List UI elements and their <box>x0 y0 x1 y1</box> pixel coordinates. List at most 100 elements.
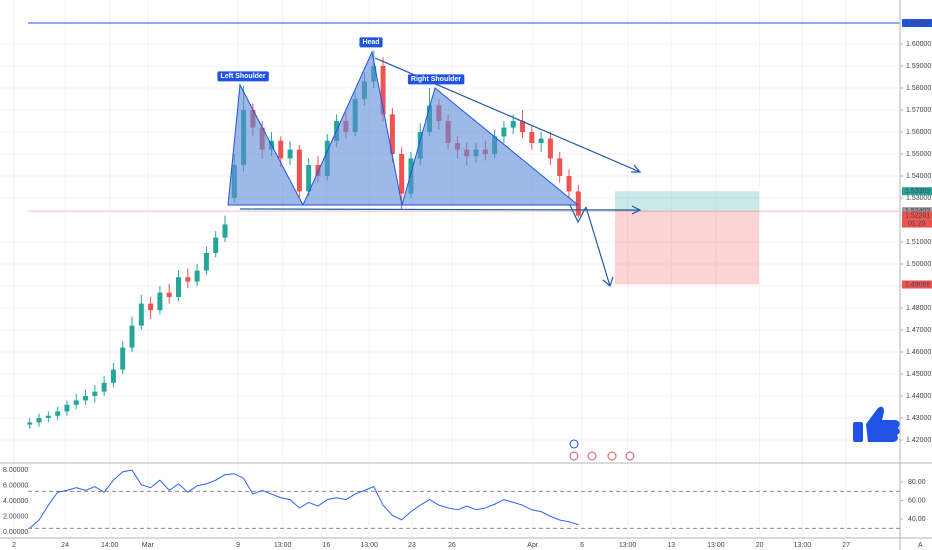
candle-body <box>538 138 544 143</box>
y-tick-label: 1.47000 <box>906 327 931 334</box>
candle-body <box>389 114 395 154</box>
x-tick-label: 27 <box>842 542 850 549</box>
x-tick-label: Mar <box>142 542 155 549</box>
y-tick-label: 1.57000 <box>906 107 931 114</box>
y-tick-label: 1.51000 <box>906 239 931 246</box>
countdown: 01:29 <box>908 220 926 227</box>
icon-part <box>853 422 863 442</box>
candle-body <box>557 158 563 176</box>
y-tick-label: 1.60000 <box>906 41 931 48</box>
candle-body <box>55 411 61 416</box>
y-tick-label: 1.53000 <box>906 195 931 202</box>
indicator-left-tick-label: 8.00000 <box>3 467 28 474</box>
y-tick-label: 1.50000 <box>906 261 931 268</box>
countdown-bg <box>902 219 932 228</box>
y-tick-label: 1.58000 <box>906 85 931 92</box>
price-label-bg <box>902 211 932 220</box>
candle-body <box>510 121 516 128</box>
price-label: 1.53309 <box>905 188 930 195</box>
event-icon <box>607 451 617 461</box>
candle-body <box>45 415 51 418</box>
y-tick-label: 1.54000 <box>906 173 931 180</box>
candle-body <box>176 277 182 297</box>
candle-body <box>399 154 405 194</box>
event-icons <box>569 439 635 461</box>
candle-body <box>73 400 79 405</box>
candle-body <box>148 303 154 311</box>
candle-body <box>296 149 302 192</box>
candle-body <box>520 121 526 132</box>
x-tick-label: 13:00 <box>619 542 637 549</box>
indicator-left-tick-label: 4.00000 <box>3 498 28 505</box>
indicator-tick-label: 40.00 <box>908 516 926 523</box>
x-tick-label: 20 <box>756 542 764 549</box>
x-tick-label: 13 <box>667 542 675 549</box>
candle-body <box>185 277 191 282</box>
price-label-bg <box>902 187 932 196</box>
candle-body <box>101 382 107 392</box>
candle-body <box>529 132 535 143</box>
y-tick-label: 1.59000 <box>906 63 931 70</box>
y-tick-label: 1.44000 <box>906 393 931 400</box>
arrow-path <box>569 204 587 224</box>
indicator-left-tick-label: 0.00000 <box>3 529 28 536</box>
y-tick-label: 1.42000 <box>906 437 931 444</box>
candle-body <box>194 270 200 282</box>
candle-body <box>380 66 386 115</box>
price-label-bg <box>902 207 932 216</box>
pattern-label: Right Shoulder <box>411 76 461 83</box>
pattern-label: Left Shoulder <box>220 73 265 80</box>
price-label-bg <box>902 19 932 28</box>
x-tick-label: 13:00 <box>274 542 292 549</box>
candle-body <box>315 165 321 176</box>
corner-label: A <box>918 542 923 549</box>
left-shoulder-shape <box>227 83 304 206</box>
event-icon <box>569 439 579 449</box>
indicator-left-tick-label: 2.00000 <box>3 513 28 520</box>
head-shape <box>302 50 403 206</box>
indicator-line <box>29 469 579 529</box>
x-tick-label: 13:00 <box>794 542 812 549</box>
head-and-shoulders-pattern <box>227 50 580 206</box>
target-zone <box>615 191 759 212</box>
price-label: 1.52402 <box>905 208 930 215</box>
pattern-label-bg <box>217 71 269 82</box>
x-tick-label: 23 <box>408 542 416 549</box>
candle-body <box>566 176 572 192</box>
stop-zone <box>615 211 759 285</box>
pattern-label: Head <box>362 39 379 46</box>
price-label: 1.52201 <box>905 212 930 219</box>
arrow-path <box>585 206 611 287</box>
y-tick-label: 1.48000 <box>906 305 931 312</box>
x-tick-label: 14:00 <box>101 542 119 549</box>
drawings <box>239 57 642 288</box>
candle-body <box>203 253 209 271</box>
x-tick-label: 16 <box>322 542 330 549</box>
candle-body <box>222 224 228 238</box>
y-tick-label: 1.56000 <box>906 129 931 136</box>
candle-body <box>27 422 33 425</box>
y-tick-label: 1.45000 <box>906 371 931 378</box>
candle-body <box>306 165 312 192</box>
pattern-label-bg <box>407 74 465 85</box>
candle-body <box>138 303 144 326</box>
indicator-left-tick-label: 6.00000 <box>3 482 28 489</box>
candle-body <box>129 325 135 348</box>
y-tick-label: 1.55000 <box>906 151 931 158</box>
thumbs-up-icon <box>853 406 900 442</box>
icon-part <box>866 406 900 442</box>
neckline <box>239 208 641 211</box>
arrow-head <box>631 205 642 215</box>
indicator-tick-label: 80.00 <box>908 479 926 486</box>
candle-body <box>575 191 581 216</box>
event-icon <box>569 451 579 461</box>
candle-body <box>213 237 219 253</box>
y-tick-label: 1.46000 <box>906 349 931 356</box>
arrow-head <box>602 276 614 288</box>
candle-body <box>120 347 126 370</box>
y-tick-label: 1.43000 <box>906 415 931 422</box>
candle-body <box>83 396 89 401</box>
event-icon <box>587 451 597 461</box>
